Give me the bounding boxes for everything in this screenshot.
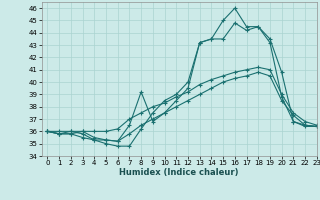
X-axis label: Humidex (Indice chaleur): Humidex (Indice chaleur) — [119, 168, 239, 177]
